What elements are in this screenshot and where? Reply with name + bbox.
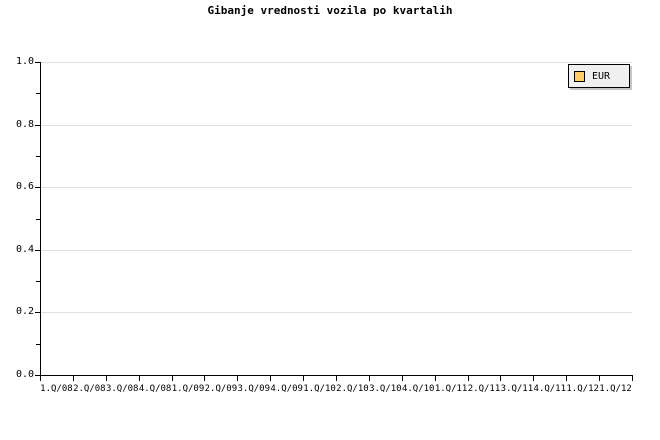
x-axis-tick-label: 3.Q/11 — [500, 384, 534, 394]
legend-swatch-eur-icon — [574, 70, 585, 82]
x-axis-tick — [237, 376, 238, 381]
y-axis-tick — [35, 249, 40, 251]
legend-label-eur: EUR — [592, 70, 611, 82]
plot-area — [40, 62, 632, 376]
x-axis-tick — [40, 376, 41, 381]
x-axis-tick — [500, 376, 501, 381]
x-axis-tick-label: 2.Q/11 — [467, 384, 501, 394]
x-axis-tick-label: 4.Q/11 — [533, 384, 567, 394]
gridline — [40, 124, 632, 126]
x-axis-tick — [402, 376, 403, 381]
x-axis-tick — [632, 376, 633, 381]
y-axis-tick — [35, 187, 40, 189]
y-axis-minor-tick — [36, 218, 40, 220]
x-axis-tick-label: 4.Q/08 — [138, 384, 172, 394]
y-axis-tick-label: 0.2 — [15, 306, 34, 318]
y-axis-line — [40, 62, 41, 376]
y-axis-tick-label: 0.0 — [15, 369, 34, 380]
gridline — [40, 312, 632, 314]
x-axis-tick — [270, 376, 271, 381]
gridline — [40, 187, 632, 189]
x-axis-tick — [172, 376, 173, 381]
x-axis-tick — [468, 376, 469, 381]
y-axis-tick — [35, 375, 40, 376]
x-axis-tick — [336, 376, 337, 381]
x-axis-tick-label: 1.Q/08 — [40, 384, 73, 394]
chart-title: Gibanje vrednosti vozila po kvartalih — [207, 4, 453, 17]
y-axis-minor-tick — [36, 281, 40, 283]
y-axis-minor-tick — [36, 343, 40, 345]
y-axis-tick-label: 0.4 — [15, 243, 34, 255]
y-axis-labels: 0.0 0.2 0.4 0.6 0.8 1.0 — [0, 0, 34, 440]
y-axis-tick-label: 0.6 — [15, 181, 34, 193]
x-axis-tick — [369, 376, 370, 381]
x-axis-tick-label: 1.Q/09 — [171, 384, 205, 394]
x-axis-tick-label: 4.Q/09 — [270, 384, 303, 394]
x-axis-tick — [533, 376, 534, 381]
y-axis-minor-tick — [36, 93, 40, 95]
x-axis-tick-label: 1.Q/11 — [434, 384, 468, 394]
gridline — [40, 249, 632, 251]
x-axis-tick-label: 1.Q/12 — [566, 384, 599, 394]
x-axis-tick — [566, 376, 567, 381]
x-axis-tick — [204, 376, 205, 381]
x-axis-tick — [599, 376, 600, 381]
y-axis-tick — [35, 62, 40, 63]
x-axis-tick — [139, 376, 140, 381]
gridline — [40, 62, 632, 63]
y-axis-tick — [35, 312, 40, 314]
x-axis-tick-label: 3.Q/10 — [369, 384, 402, 394]
x-axis-tick-label: 3.Q/09 — [237, 384, 271, 394]
y-axis-tick — [35, 124, 40, 126]
x-axis-tick — [73, 376, 74, 381]
x-axis-tick-label: 1.Q/12 — [599, 384, 632, 394]
x-axis-tick — [303, 376, 304, 381]
x-axis-line — [40, 375, 633, 376]
x-axis-tick — [435, 376, 436, 381]
x-axis-tick-label: 2.Q/08 — [73, 384, 106, 394]
x-axis-tick-label: 2.Q/10 — [336, 384, 369, 394]
x-axis-tick-label: 2.Q/09 — [204, 384, 238, 394]
x-axis-tick-label: 4.Q/10 — [401, 384, 435, 394]
x-axis-tick — [106, 376, 107, 381]
y-axis-minor-tick — [36, 155, 40, 157]
x-axis-tick-label: 1.Q/10 — [303, 384, 336, 394]
y-axis-tick-label: 0.8 — [15, 118, 34, 130]
legend[interactable]: EUR — [568, 64, 630, 88]
x-axis-tick-label: 3.Q/08 — [105, 384, 139, 394]
y-axis-tick-label: 1.0 — [15, 56, 34, 67]
